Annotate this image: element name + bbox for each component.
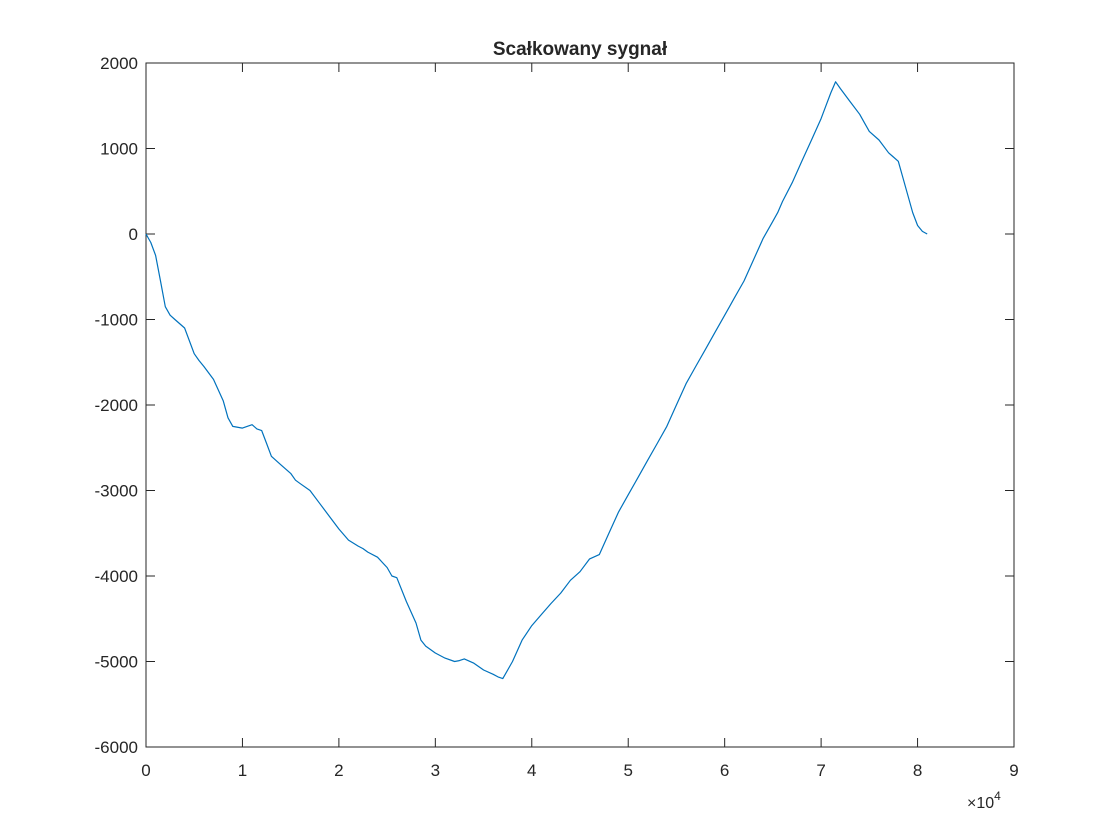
series-line	[145, 81, 928, 680]
y-tick-label: -3000	[95, 482, 138, 501]
y-tick-label: 0	[129, 225, 138, 244]
x-exponent-base: ×10	[967, 795, 994, 812]
x-tick-label: 4	[527, 761, 536, 780]
x-tick-label: 1	[238, 761, 247, 780]
x-tick-label: 7	[816, 761, 825, 780]
y-tick-label: 2000	[100, 54, 138, 73]
plot-area: 0 1 2 3 4 5 6 7 8 9 -6000 -5000 -4000 -3000 -2000 -100…	[95, 54, 1019, 780]
x-tick-label: 6	[720, 761, 729, 780]
x-tick-label: 5	[623, 761, 632, 780]
chart-title: Scałkowany sygnał	[493, 39, 668, 60]
x-tick-label: 2	[334, 761, 343, 780]
y-tick-label: -2000	[95, 396, 138, 415]
x-tick-label: 8	[913, 761, 922, 780]
axes-box	[145, 62, 1015, 748]
y-tick-label: -4000	[95, 567, 138, 586]
x-axis-ticks: 0 1 2 3 4 5 6 7 8 9	[141, 63, 1019, 780]
y-tick-label: -1000	[95, 311, 138, 330]
y-tick-label: -6000	[95, 738, 138, 757]
x-tick-label: 0	[141, 761, 150, 780]
y-axis-ticks: -6000 -5000 -4000 -3000 -2000 -1000 0 1000 2000	[95, 54, 1014, 757]
x-exponent-power: 4	[994, 789, 1001, 803]
y-tick-label: 1000	[100, 140, 138, 159]
x-tick-label: 3	[431, 761, 440, 780]
x-axis-exponent-label: ×104	[967, 789, 1001, 812]
x-tick-label: 9	[1009, 761, 1018, 780]
y-tick-label: -5000	[95, 653, 138, 672]
